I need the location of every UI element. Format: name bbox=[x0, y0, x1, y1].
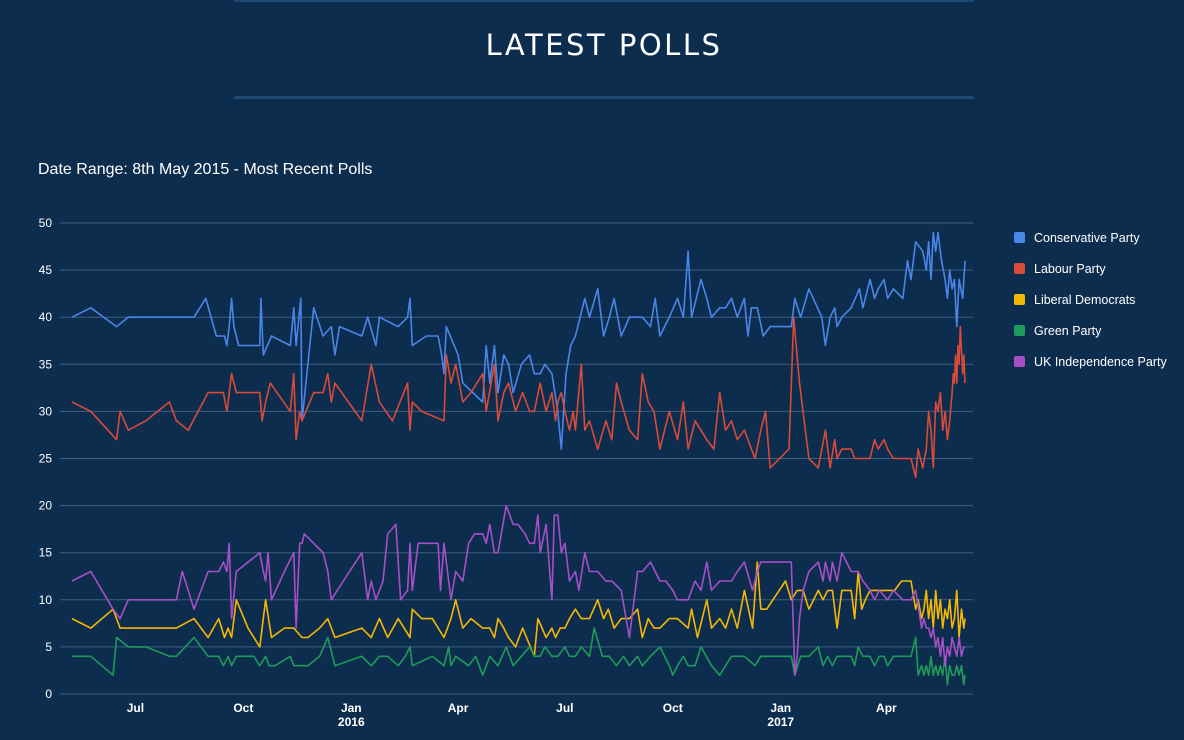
y-tick-label: 0 bbox=[45, 687, 52, 701]
legend-swatch bbox=[1014, 232, 1025, 243]
legend-swatch bbox=[1014, 356, 1025, 367]
x-tick-label: Jul bbox=[556, 701, 573, 715]
y-tick-label: 40 bbox=[39, 310, 53, 324]
legend-swatch bbox=[1014, 263, 1025, 274]
top-divider bbox=[234, 0, 974, 2]
legend-label: Liberal Democrats bbox=[1034, 292, 1136, 307]
y-tick-label: 5 bbox=[45, 640, 52, 654]
legend-item[interactable]: Liberal Democrats bbox=[1014, 284, 1167, 315]
y-tick-label: 35 bbox=[39, 357, 53, 371]
y-tick-label: 30 bbox=[39, 404, 53, 418]
legend-item[interactable]: UK Independence Party bbox=[1014, 346, 1167, 377]
legend-label: Labour Party bbox=[1034, 261, 1106, 276]
y-tick-label: 25 bbox=[39, 452, 53, 466]
series-line-labour-party bbox=[71, 316, 966, 479]
legend-label: UK Independence Party bbox=[1034, 354, 1167, 369]
legend-swatch bbox=[1014, 294, 1025, 305]
x-tick-label: Jul bbox=[127, 701, 144, 715]
x-tick-year-label: 2016 bbox=[338, 715, 365, 729]
y-tick-label: 45 bbox=[39, 263, 53, 277]
series-line-green-party bbox=[72, 627, 966, 686]
x-tick-label: Apr bbox=[876, 701, 897, 715]
x-tick-label: Jan bbox=[770, 701, 791, 715]
title-divider bbox=[234, 96, 974, 99]
x-tick-label: Oct bbox=[663, 701, 683, 715]
series-line-conservative-party bbox=[71, 231, 966, 450]
legend-label: Green Party bbox=[1034, 323, 1102, 338]
series-line-liberal-democrats bbox=[71, 561, 966, 658]
y-tick-label: 20 bbox=[39, 499, 53, 513]
legend-item[interactable]: Labour Party bbox=[1014, 253, 1167, 284]
date-range-label: Date Range: 8th May 2015 - Most Recent P… bbox=[38, 161, 373, 178]
x-tick-label: Jan bbox=[341, 701, 362, 715]
legend-item[interactable]: Green Party bbox=[1014, 315, 1167, 346]
legend-label: Conservative Party bbox=[1034, 230, 1140, 245]
page-title: LATEST POLLS bbox=[485, 28, 723, 62]
x-tick-year-label: 2017 bbox=[767, 715, 794, 729]
x-tick-label: Apr bbox=[448, 701, 469, 715]
y-tick-label: 15 bbox=[39, 546, 53, 560]
y-tick-label: 50 bbox=[39, 216, 53, 230]
legend-swatch bbox=[1014, 325, 1025, 336]
x-tick-label: Oct bbox=[233, 701, 253, 715]
y-tick-label: 10 bbox=[39, 593, 53, 607]
series-line-uk-independence-party bbox=[71, 504, 965, 676]
chart-legend: Conservative Party Labour Party Liberal De… bbox=[1014, 222, 1167, 377]
legend-item[interactable]: Conservative Party bbox=[1014, 222, 1167, 253]
